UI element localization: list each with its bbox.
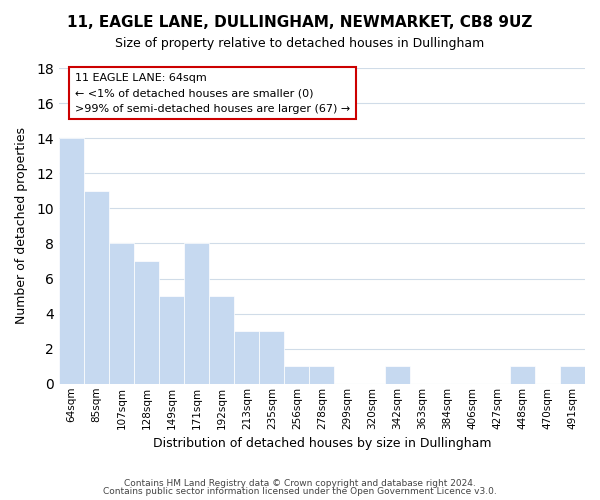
Bar xyxy=(510,366,535,384)
Bar xyxy=(184,244,209,384)
Bar xyxy=(84,191,109,384)
Y-axis label: Number of detached properties: Number of detached properties xyxy=(15,128,28,324)
Bar xyxy=(259,331,284,384)
X-axis label: Distribution of detached houses by size in Dullingham: Distribution of detached houses by size … xyxy=(153,437,491,450)
Bar xyxy=(284,366,310,384)
Bar xyxy=(560,366,585,384)
Text: Contains HM Land Registry data © Crown copyright and database right 2024.: Contains HM Land Registry data © Crown c… xyxy=(124,478,476,488)
Bar xyxy=(134,261,159,384)
Bar xyxy=(234,331,259,384)
Bar xyxy=(59,138,84,384)
Text: Size of property relative to detached houses in Dullingham: Size of property relative to detached ho… xyxy=(115,38,485,51)
Text: 11 EAGLE LANE: 64sqm
← <1% of detached houses are smaller (0)
>99% of semi-detac: 11 EAGLE LANE: 64sqm ← <1% of detached h… xyxy=(75,72,350,114)
Bar xyxy=(209,296,234,384)
Bar xyxy=(109,244,134,384)
Bar xyxy=(159,296,184,384)
Bar xyxy=(385,366,410,384)
Bar xyxy=(310,366,334,384)
Text: Contains public sector information licensed under the Open Government Licence v3: Contains public sector information licen… xyxy=(103,487,497,496)
Text: 11, EAGLE LANE, DULLINGHAM, NEWMARKET, CB8 9UZ: 11, EAGLE LANE, DULLINGHAM, NEWMARKET, C… xyxy=(67,15,533,30)
